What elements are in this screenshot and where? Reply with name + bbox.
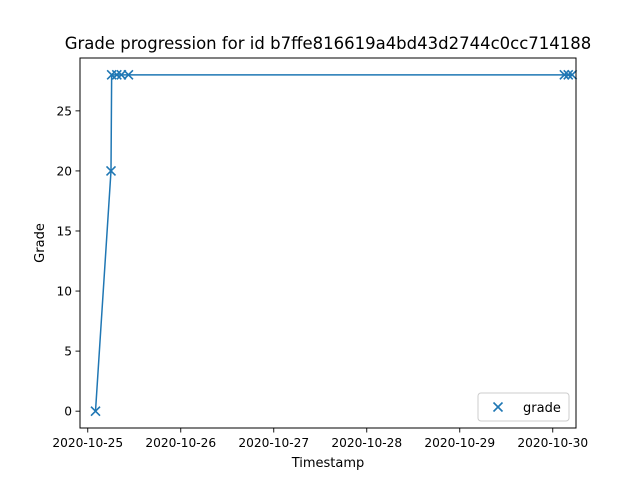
series-layer (90, 69, 578, 417)
x-tick-label: 2020-10-25 (52, 436, 123, 450)
plot-frame (79, 57, 577, 429)
y-tick-label: 5 (64, 345, 72, 359)
data-point-marker (90, 406, 101, 417)
legend-box (477, 392, 570, 422)
data-point-marker (105, 165, 117, 176)
x-tick-label: 2020-10-28 (331, 436, 402, 450)
y-tick-label: 20 (56, 164, 72, 178)
data-point-marker (123, 69, 134, 80)
y-axis-label: Grade (33, 223, 48, 263)
legend: grade (477, 392, 570, 422)
plot-area (90, 69, 578, 417)
x-tick-label: 2020-10-30 (517, 436, 588, 450)
x-axis-label: Timestamp (291, 456, 365, 471)
y-tick-label: 0 (64, 405, 72, 419)
chart-title: Grade progression for id b7ffe816619a4bd… (65, 34, 592, 53)
data-point-marker (559, 69, 570, 80)
x-tick-label: 2020-10-26 (145, 436, 216, 450)
x-tick-label: 2020-10-29 (424, 436, 495, 450)
y-tick-label: 15 (56, 224, 72, 238)
y-tick-label: 10 (56, 285, 72, 299)
y-axis: 0 5 10 15 20 25 (56, 104, 80, 419)
data-point-marker (111, 69, 122, 80)
x-tick-label: 2020-10-27 (238, 436, 309, 450)
x-axis: 2020-10-25 2020-10-26 2020-10-27 2020-10-28… (52, 428, 588, 450)
y-tick-label: 25 (56, 104, 72, 118)
data-point-marker (567, 69, 578, 80)
legend-marker-x (492, 401, 504, 413)
legend-marker (492, 401, 504, 413)
legend-label-grade: grade (523, 401, 561, 416)
data-point-marker (563, 69, 574, 80)
